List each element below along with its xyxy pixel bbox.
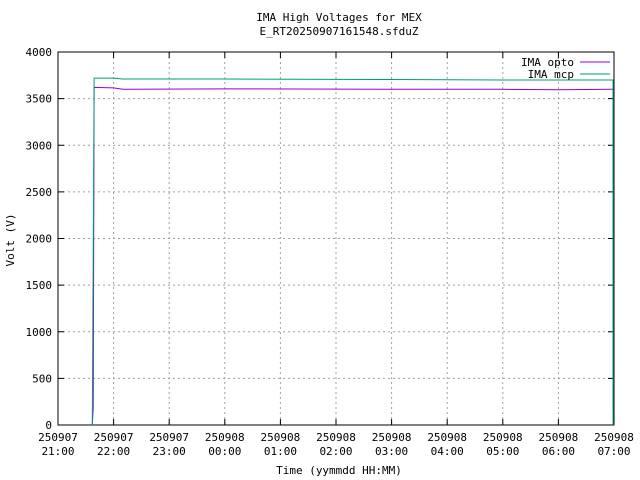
- chart-subtitle: E_RT20250907161548.sfduZ: [260, 25, 419, 38]
- y-tick-label: 2500: [26, 186, 53, 199]
- legend-label: IMA opto: [521, 56, 574, 69]
- y-tick-label: 4000: [26, 46, 53, 59]
- plot-border: [57, 51, 615, 426]
- x-tick-label: 250908 04:00: [427, 431, 467, 458]
- y-tick-label: 3000: [26, 139, 53, 152]
- x-tick-label: 250908 07:00: [594, 431, 634, 458]
- y-tick-label: 500: [32, 372, 52, 385]
- x-tick-label: 250908 00:00: [205, 431, 245, 458]
- x-tick-label: 250908 05:00: [483, 431, 523, 458]
- x-tick-label: 250907 21:00: [38, 431, 78, 458]
- y-tick-label: 0: [45, 419, 52, 432]
- series-line: [91, 77, 614, 426]
- x-tick-label: 250908 06:00: [539, 431, 579, 458]
- series-line: [91, 86, 614, 426]
- legend-label: IMA mcp: [528, 68, 574, 81]
- chart-title: IMA High Voltages for MEX: [256, 11, 422, 24]
- x-tick-label: 250908 03:00: [372, 431, 412, 458]
- y-tick-label: 3500: [26, 93, 53, 106]
- x-tick-label: 250908 01:00: [261, 431, 301, 458]
- y-tick-label: 2000: [26, 233, 53, 246]
- x-tick-label: 250908 02:00: [316, 431, 356, 458]
- x-tick-label: 250907 22:00: [94, 431, 134, 458]
- x-axis-label: Time (yymmdd HH:MM): [276, 464, 402, 477]
- y-tick-label: 1000: [26, 326, 53, 339]
- x-tick-label: 250907 23:00: [149, 431, 189, 458]
- y-axis-label: Volt (V): [4, 214, 17, 267]
- y-tick-label: 1500: [26, 279, 53, 292]
